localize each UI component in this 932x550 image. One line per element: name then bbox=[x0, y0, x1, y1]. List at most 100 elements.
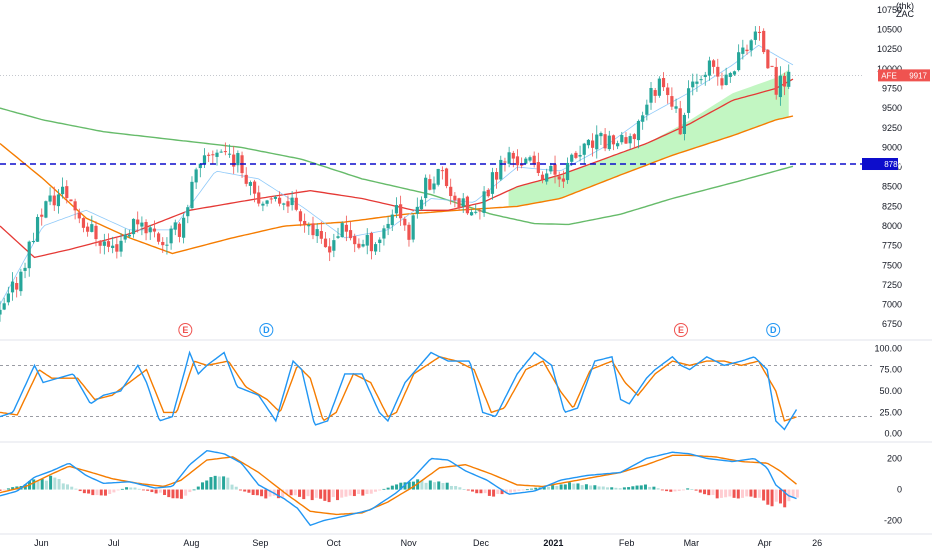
candle-body[interactable] bbox=[182, 217, 186, 238]
candle-body[interactable] bbox=[670, 96, 674, 107]
candle-body[interactable] bbox=[144, 222, 148, 234]
candle-body[interactable] bbox=[328, 246, 332, 253]
candle-body[interactable] bbox=[549, 165, 553, 172]
candle-body[interactable] bbox=[102, 241, 106, 246]
candle-body[interactable] bbox=[632, 134, 636, 140]
candle-body[interactable] bbox=[595, 134, 599, 150]
candle-body[interactable] bbox=[557, 176, 561, 180]
candle-body[interactable] bbox=[545, 173, 549, 182]
candle-body[interactable] bbox=[703, 74, 707, 78]
candle-body[interactable] bbox=[732, 71, 737, 75]
candle-body[interactable] bbox=[653, 90, 657, 96]
candle-body[interactable] bbox=[73, 201, 77, 211]
candle-body[interactable] bbox=[265, 200, 269, 204]
candle-body[interactable] bbox=[482, 191, 486, 213]
candle-body[interactable] bbox=[332, 240, 336, 251]
candle-body[interactable] bbox=[311, 223, 315, 236]
stochastic-pane[interactable]: 100.00 75.00 50.00 25.00 0.00 bbox=[0, 343, 902, 439]
candle-body[interactable] bbox=[303, 220, 307, 225]
candle-body[interactable] bbox=[419, 199, 424, 210]
candle-body[interactable] bbox=[503, 161, 507, 163]
candle-body[interactable] bbox=[15, 283, 19, 290]
candle-body[interactable] bbox=[574, 152, 578, 158]
candle-body[interactable] bbox=[323, 238, 328, 248]
candle-body[interactable] bbox=[361, 244, 365, 247]
candle-body[interactable] bbox=[532, 155, 536, 164]
candle-body[interactable] bbox=[699, 79, 703, 81]
candle-body[interactable] bbox=[678, 108, 682, 135]
candle-body[interactable] bbox=[386, 223, 390, 229]
candle-body[interactable] bbox=[741, 47, 745, 54]
earnings-badge[interactable] bbox=[178, 323, 193, 337]
candle-body[interactable] bbox=[515, 156, 520, 166]
candle-body[interactable] bbox=[215, 152, 219, 157]
candle-body[interactable] bbox=[315, 229, 319, 237]
candle-body[interactable] bbox=[127, 234, 131, 237]
candle-body[interactable] bbox=[461, 198, 465, 207]
candle-body[interactable] bbox=[257, 192, 261, 204]
candle-body[interactable] bbox=[749, 40, 753, 51]
candle-body[interactable] bbox=[278, 197, 282, 204]
candle-body[interactable] bbox=[40, 214, 44, 217]
candle-body[interactable] bbox=[156, 233, 161, 242]
candle-body[interactable] bbox=[745, 49, 749, 52]
candle-body[interactable] bbox=[131, 218, 136, 235]
candle-body[interactable] bbox=[578, 155, 582, 157]
candle-body[interactable] bbox=[298, 211, 303, 222]
candle-body[interactable] bbox=[695, 81, 699, 84]
candle-body[interactable] bbox=[753, 31, 757, 40]
candle-body[interactable] bbox=[495, 171, 499, 180]
candle-body[interactable] bbox=[607, 135, 611, 150]
candle-body[interactable] bbox=[190, 181, 194, 209]
candle-body[interactable] bbox=[565, 162, 570, 181]
candle-body[interactable] bbox=[582, 143, 586, 155]
candle-body[interactable] bbox=[570, 154, 574, 162]
candle-body[interactable] bbox=[674, 106, 678, 109]
candle-body[interactable] bbox=[449, 186, 453, 197]
candle-body[interactable] bbox=[561, 178, 565, 182]
candle-body[interactable] bbox=[340, 223, 344, 238]
price-pane[interactable]: 1075010500102501000097509500925090008750… bbox=[0, 5, 930, 337]
candle-body[interactable] bbox=[774, 66, 778, 95]
candle-body[interactable] bbox=[69, 199, 73, 202]
candle-body[interactable] bbox=[44, 201, 48, 218]
candle-body[interactable] bbox=[261, 203, 265, 206]
candle-body[interactable] bbox=[269, 198, 273, 200]
candle-body[interactable] bbox=[782, 75, 787, 87]
candle-body[interactable] bbox=[778, 75, 782, 98]
candle-body[interactable] bbox=[236, 153, 240, 166]
candle-body[interactable] bbox=[682, 114, 687, 134]
candle-body[interactable] bbox=[378, 239, 382, 243]
candle-body[interactable] bbox=[19, 271, 23, 292]
candle-body[interactable] bbox=[48, 195, 52, 202]
candle-body[interactable] bbox=[119, 240, 123, 252]
candle-body[interactable] bbox=[403, 218, 407, 226]
candle-body[interactable] bbox=[252, 181, 257, 194]
candle-body[interactable] bbox=[440, 170, 444, 172]
candle-body[interactable] bbox=[98, 240, 102, 246]
candle-body[interactable] bbox=[490, 172, 495, 194]
candle-body[interactable] bbox=[10, 281, 15, 293]
candle-body[interactable] bbox=[424, 177, 428, 199]
candle-body[interactable] bbox=[140, 222, 144, 227]
candle-body[interactable] bbox=[712, 60, 716, 67]
candle-body[interactable] bbox=[348, 230, 353, 239]
candle-body[interactable] bbox=[111, 245, 115, 249]
candle-body[interactable] bbox=[716, 66, 720, 77]
candle-body[interactable] bbox=[248, 182, 252, 186]
candle-body[interactable] bbox=[219, 151, 223, 153]
candle-body[interactable] bbox=[724, 74, 728, 85]
candle-body[interactable] bbox=[56, 194, 61, 207]
candle-body[interactable] bbox=[457, 198, 461, 209]
candle-body[interactable] bbox=[603, 134, 607, 149]
candle-body[interactable] bbox=[211, 154, 215, 156]
candle-body[interactable] bbox=[2, 303, 6, 310]
candle-body[interactable] bbox=[152, 228, 157, 232]
candle-body[interactable] bbox=[469, 212, 474, 216]
candle-body[interactable] bbox=[399, 204, 403, 219]
candle-body[interactable] bbox=[394, 205, 399, 214]
candle-body[interactable] bbox=[511, 152, 515, 159]
candle-body[interactable] bbox=[282, 203, 286, 205]
candle-body[interactable] bbox=[27, 241, 31, 269]
candle-body[interactable] bbox=[177, 223, 182, 237]
